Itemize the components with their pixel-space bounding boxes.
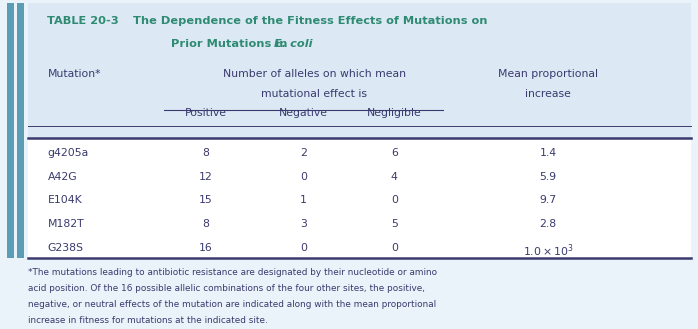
Text: 8: 8: [202, 219, 209, 229]
Text: Prior Mutations in: Prior Mutations in: [171, 39, 292, 49]
Text: 0: 0: [391, 243, 398, 253]
Text: Positive: Positive: [185, 108, 227, 118]
Text: G238S: G238S: [47, 243, 84, 253]
Text: increase in fitness for mutations at the indicated site.: increase in fitness for mutations at the…: [28, 316, 267, 324]
Text: mutational effect is: mutational effect is: [261, 89, 367, 99]
Text: 15: 15: [199, 195, 213, 205]
Text: M182T: M182T: [47, 219, 84, 229]
Text: 3: 3: [300, 219, 307, 229]
Text: Negligible: Negligible: [367, 108, 422, 118]
Text: 6: 6: [391, 148, 398, 158]
Text: 5.9: 5.9: [540, 172, 556, 182]
Text: increase: increase: [525, 89, 571, 99]
Text: 12: 12: [199, 172, 213, 182]
Text: 5: 5: [391, 219, 398, 229]
Text: TABLE 20-3: TABLE 20-3: [47, 16, 119, 26]
Bar: [28, 3, 691, 138]
Text: A42G: A42G: [47, 172, 77, 182]
Text: E104K: E104K: [47, 195, 82, 205]
Text: E. coli: E. coli: [274, 39, 313, 49]
Text: 0: 0: [391, 195, 398, 205]
Text: Number of alleles on which mean: Number of alleles on which mean: [223, 69, 406, 79]
Text: negative, or neutral effects of the mutation are indicated along with the mean p: negative, or neutral effects of the muta…: [28, 300, 436, 309]
Text: The Dependence of the Fitness Effects of Mutations on: The Dependence of the Fitness Effects of…: [129, 16, 488, 26]
Text: Mean proportional: Mean proportional: [498, 69, 598, 79]
Text: 1: 1: [300, 195, 307, 205]
Bar: [7, 3, 14, 258]
Text: 4: 4: [391, 172, 398, 182]
Text: acid position. Of the 16 possible allelic combinations of the four other sites, : acid position. Of the 16 possible alleli…: [28, 284, 425, 293]
Bar: [17, 3, 24, 258]
Text: 1.4: 1.4: [540, 148, 556, 158]
Text: $1.0 \times 10^3$: $1.0 \times 10^3$: [523, 243, 573, 259]
Text: 8: 8: [202, 148, 209, 158]
Text: 9.7: 9.7: [540, 195, 556, 205]
Text: 0: 0: [300, 243, 307, 253]
Text: 2: 2: [300, 148, 307, 158]
Text: 2.8: 2.8: [540, 219, 556, 229]
Text: 16: 16: [199, 243, 213, 253]
Text: Negative: Negative: [279, 108, 328, 118]
Text: 0: 0: [300, 172, 307, 182]
Bar: [28, 138, 691, 258]
Text: *The mutations leading to antibiotic resistance are designated by their nucleoti: *The mutations leading to antibiotic res…: [28, 268, 437, 277]
Text: g4205a: g4205a: [47, 148, 89, 158]
Text: Mutation*: Mutation*: [47, 69, 101, 79]
